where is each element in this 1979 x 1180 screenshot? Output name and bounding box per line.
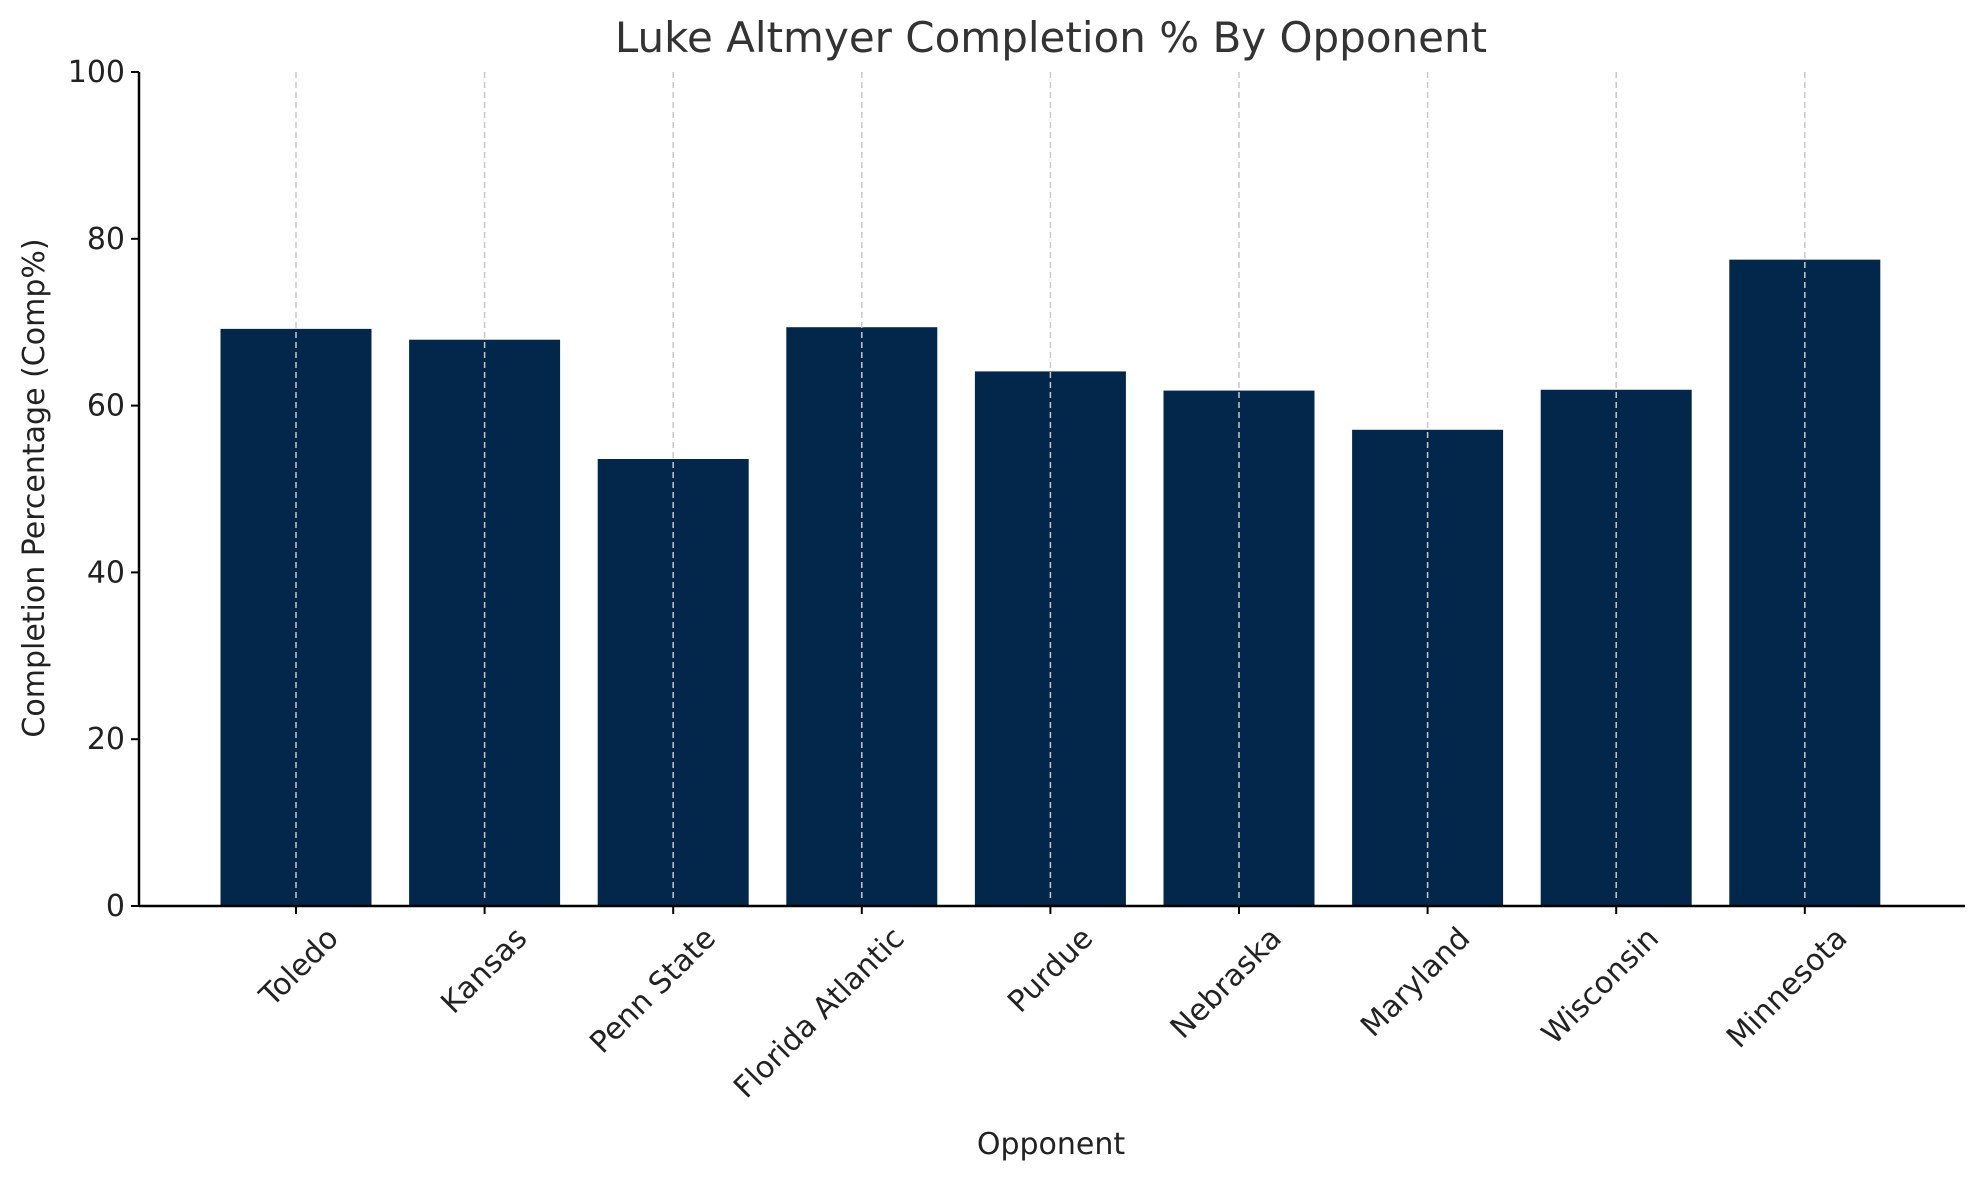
x-tick-label: Florida Atlantic bbox=[727, 921, 911, 1105]
x-tick-label: Nebraska bbox=[1164, 921, 1289, 1046]
x-tick-label: Penn State bbox=[583, 921, 723, 1061]
grid-layer bbox=[295, 72, 1806, 898]
x-tick-label: Minnesota bbox=[1720, 921, 1854, 1055]
x-tick-label: Purdue bbox=[1001, 921, 1100, 1020]
y-ticks-layer: 0 20 40 60 80 100 bbox=[68, 55, 139, 924]
x-tick-label: Wisconsin bbox=[1535, 921, 1666, 1052]
x-ticks-layer: Toledo Kansas Penn State Florida Atlantic Pu… bbox=[252, 906, 1854, 1105]
axes-layer bbox=[137, 72, 1965, 908]
y-tick-label: 80 bbox=[87, 222, 125, 257]
x-tick-label: Kansas bbox=[434, 921, 534, 1021]
x-tick-label: Maryland bbox=[1354, 921, 1477, 1044]
x-tick-label: Toledo bbox=[252, 921, 345, 1014]
y-axis-label: Completion Percentage (Comp%) bbox=[17, 238, 52, 737]
chart-title: Luke Altmyer Completion % By Opponent bbox=[615, 13, 1487, 62]
y-tick-label: 20 bbox=[87, 722, 125, 757]
y-tick-label: 0 bbox=[106, 889, 125, 924]
y-tick-label: 60 bbox=[87, 389, 125, 424]
x-axis-label: Opponent bbox=[977, 1127, 1126, 1162]
y-tick-label: 40 bbox=[87, 555, 125, 590]
y-tick-label: 100 bbox=[68, 55, 125, 90]
